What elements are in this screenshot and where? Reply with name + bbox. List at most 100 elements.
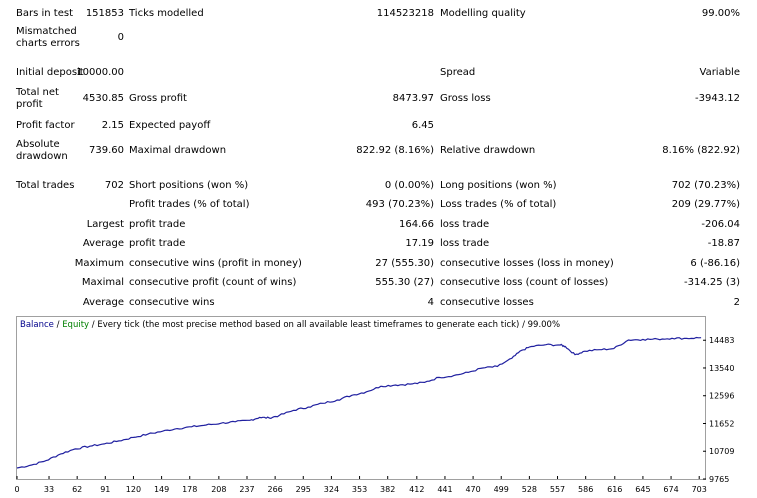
x-tick-label: 470 bbox=[465, 485, 480, 494]
x-tick-label: 557 bbox=[550, 485, 565, 494]
x-tick-label: 645 bbox=[635, 485, 650, 494]
gross-loss-value: -3943.12 bbox=[695, 93, 740, 104]
y-tick-label: 9765 bbox=[709, 475, 729, 484]
spread-label: Spread bbox=[440, 67, 476, 78]
x-tick-label: 586 bbox=[578, 485, 593, 494]
x-tick-label: 149 bbox=[154, 485, 169, 494]
x-tick-label: 0 bbox=[14, 485, 19, 494]
x-tick-label: 295 bbox=[296, 485, 311, 494]
y-tick-label: 11652 bbox=[709, 420, 734, 429]
avg-consec-losses-label: consecutive losses bbox=[440, 297, 534, 308]
loss-trades-value: 209 (29.77%) bbox=[671, 199, 740, 210]
average-profit-label: profit trade bbox=[129, 238, 186, 249]
mismatched-value: 0 bbox=[117, 32, 124, 43]
gross-profit-label: Gross profit bbox=[129, 93, 187, 104]
maximum-label: Maximum bbox=[74, 258, 124, 269]
caption-equity: Equity bbox=[62, 320, 90, 330]
initial-deposit-value: 10000.00 bbox=[76, 67, 124, 78]
absolute-drawdown-value: 739.60 bbox=[89, 145, 124, 156]
largest-profit-label: profit trade bbox=[129, 219, 186, 230]
y-tick-label: 14483 bbox=[709, 336, 734, 345]
ticks-modelled-label: Ticks modelled bbox=[129, 8, 204, 19]
avg-consec-wins-label: consecutive wins bbox=[129, 297, 215, 308]
total-net-profit-label: Total net profit bbox=[16, 87, 59, 110]
maximal-consec-loss-label: consecutive loss (count of losses) bbox=[440, 277, 609, 288]
x-tick-label: 353 bbox=[352, 485, 367, 494]
y-tick-label: 12596 bbox=[709, 392, 734, 401]
test-report: Bars in test 151853 Ticks modelled 11452… bbox=[16, 8, 741, 308]
x-tick-label: 674 bbox=[663, 485, 678, 494]
largest-loss-label: loss trade bbox=[440, 219, 490, 230]
ticks-modelled-value: 114523218 bbox=[376, 8, 434, 19]
x-tick-label: 237 bbox=[239, 485, 254, 494]
total-trades-value: 702 bbox=[104, 180, 124, 191]
avg-consec-losses-value: 2 bbox=[733, 297, 740, 308]
relative-drawdown-value: 8.16% (822.92) bbox=[662, 145, 740, 156]
maximal-consec-profit-value: 555.30 (27) bbox=[375, 277, 434, 288]
max-consec-losses-label: consecutive losses (loss in money) bbox=[440, 258, 614, 269]
maximal-consec-loss-value: -314.25 (3) bbox=[684, 277, 740, 288]
initial-deposit-label: Initial deposit bbox=[16, 67, 84, 78]
x-tick-label: 382 bbox=[380, 485, 395, 494]
max-consec-losses-value: 6 (-86.16) bbox=[690, 258, 740, 269]
caption-separator: / bbox=[53, 320, 63, 330]
x-tick-label: 703 bbox=[692, 485, 707, 494]
x-tick-label: 120 bbox=[126, 485, 141, 494]
expected-payoff-value: 6.45 bbox=[411, 120, 434, 131]
largest-loss-value: -206.04 bbox=[701, 219, 740, 230]
short-positions-value: 0 (0.00%) bbox=[384, 180, 434, 191]
profit-trades-label: Profit trades (% of total) bbox=[129, 199, 250, 210]
relative-drawdown-label: Relative drawdown bbox=[440, 145, 536, 156]
spread-value: Variable bbox=[699, 67, 741, 78]
caption-balance: Balance bbox=[20, 320, 54, 330]
max-consec-wins-label: consecutive wins (profit in money) bbox=[129, 258, 302, 269]
maximal-consec-profit-label: consecutive profit (count of wins) bbox=[129, 277, 297, 288]
maximal-drawdown-value: 822.92 (8.16%) bbox=[356, 145, 434, 156]
balance-chart: Balance / Equity / Every tick (the most … bbox=[16, 316, 706, 480]
x-tick-label: 91 bbox=[100, 485, 110, 494]
mismatched-label: Mismatched charts errors bbox=[16, 26, 80, 49]
average-label: Average bbox=[82, 238, 124, 249]
modelling-quality-label: Modelling quality bbox=[440, 8, 526, 19]
bars-in-test-label: Bars in test bbox=[16, 8, 73, 19]
average-profit-value: 17.19 bbox=[405, 238, 434, 249]
average-loss-label: loss trade bbox=[440, 238, 490, 249]
loss-trades-label: Loss trades (% of total) bbox=[440, 199, 557, 210]
x-tick-label: 412 bbox=[409, 485, 424, 494]
modelling-quality-value: 99.00% bbox=[701, 8, 740, 19]
gross-profit-value: 8473.97 bbox=[392, 93, 434, 104]
long-positions-label: Long positions (won %) bbox=[440, 180, 557, 191]
chart-caption: Balance / Equity / Every tick (the most … bbox=[20, 320, 560, 330]
average-loss-value: -18.87 bbox=[707, 238, 740, 249]
x-tick-label: 528 bbox=[522, 485, 537, 494]
max-consec-wins-value: 27 (555.30) bbox=[375, 258, 434, 269]
profit-factor-value: 2.15 bbox=[101, 120, 124, 131]
avg-consec-wins-value: 4 bbox=[427, 297, 434, 308]
short-positions-label: Short positions (won %) bbox=[129, 180, 249, 191]
expected-payoff-label: Expected payoff bbox=[129, 120, 211, 131]
absolute-drawdown-label: Absolute drawdown bbox=[16, 139, 68, 162]
x-tick-label: 616 bbox=[607, 485, 622, 494]
profit-factor-label: Profit factor bbox=[16, 120, 75, 131]
bars-in-test-value: 151853 bbox=[85, 8, 124, 19]
y-tick-label: 13540 bbox=[709, 364, 734, 373]
average-consec-label: Average bbox=[82, 297, 124, 308]
largest-profit-value: 164.66 bbox=[399, 219, 434, 230]
y-tick-label: 10709 bbox=[709, 447, 734, 456]
maximal-drawdown-label: Maximal drawdown bbox=[129, 145, 227, 156]
y-axis-labels: 14483 13540 12596 11652 10709 9765 bbox=[703, 336, 734, 484]
caption-description: / Every tick (the most precise method ba… bbox=[89, 320, 561, 330]
x-tick-label: 33 bbox=[44, 485, 54, 494]
x-tick-label: 441 bbox=[437, 485, 452, 494]
x-tick-label: 178 bbox=[182, 485, 197, 494]
x-tick-label: 324 bbox=[324, 485, 339, 494]
x-tick-label: 499 bbox=[494, 485, 509, 494]
x-tick-label: 266 bbox=[267, 485, 282, 494]
total-trades-label: Total trades bbox=[16, 180, 75, 191]
gross-loss-label: Gross loss bbox=[440, 93, 491, 104]
largest-label: Largest bbox=[86, 219, 124, 230]
x-tick-label: 208 bbox=[211, 485, 226, 494]
total-net-profit-value: 4530.85 bbox=[82, 93, 124, 104]
long-positions-value: 702 (70.23%) bbox=[671, 180, 740, 191]
x-tick-label: 62 bbox=[72, 485, 82, 494]
